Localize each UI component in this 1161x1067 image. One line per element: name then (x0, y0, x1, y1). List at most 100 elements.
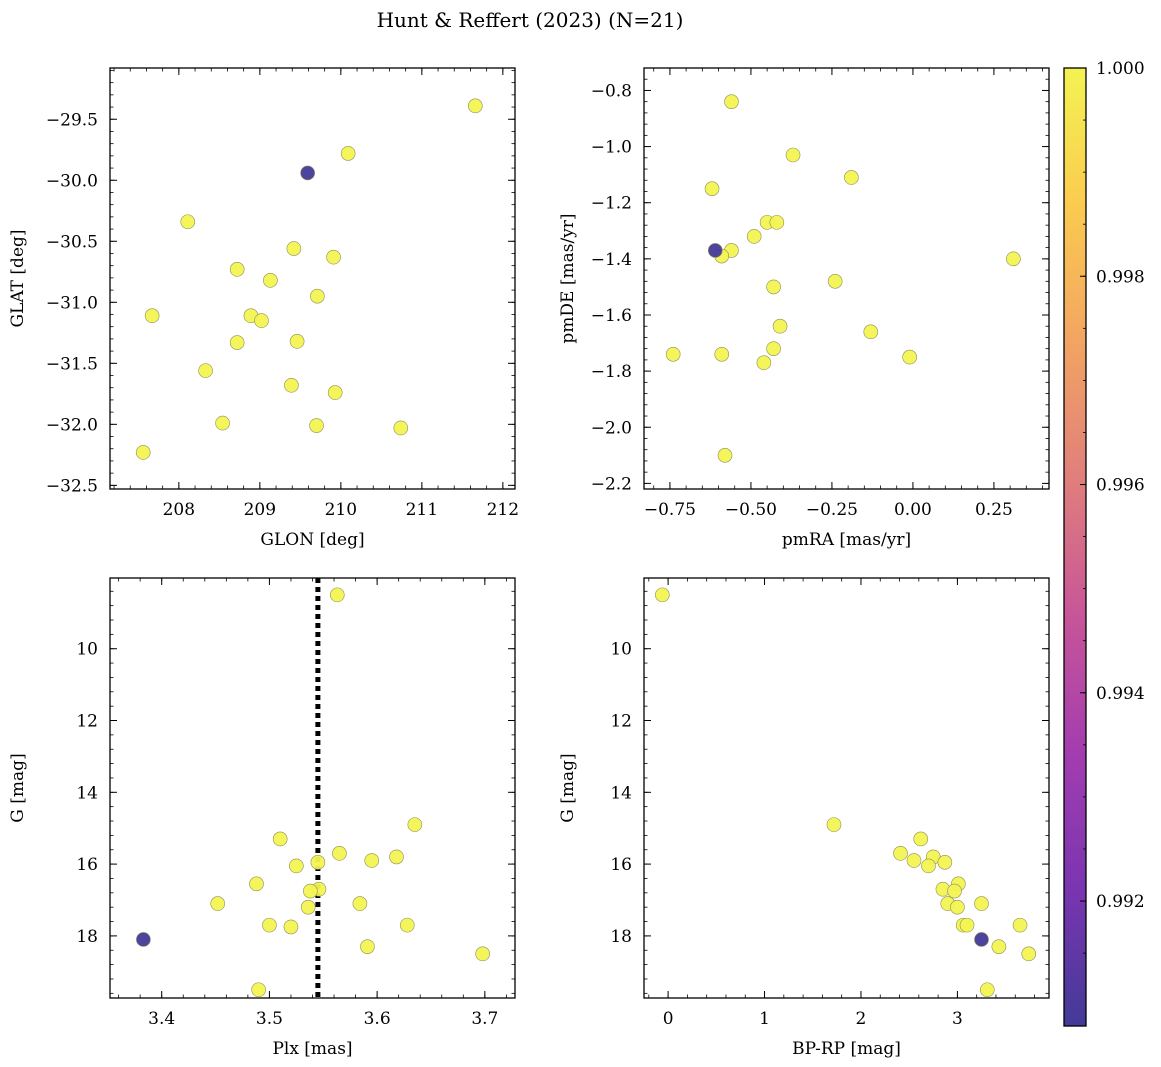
axes-frame (109, 67, 516, 490)
x-tick-label: 208 (163, 500, 195, 520)
data-point (902, 349, 917, 365)
data-point (772, 318, 788, 334)
y-tick-label: −1.8 (591, 362, 632, 382)
x-tick-label: 3.6 (364, 1009, 391, 1029)
data-point (959, 917, 975, 933)
y-tick-label: 14 (76, 783, 98, 803)
data-point (827, 274, 843, 289)
plots-layer: 208 209 210 211 212−32.5−32.0−31.5−31.0−30.5… (8, 67, 1050, 1059)
x-axis-label: BP-RP [mag] (792, 1039, 901, 1059)
data-point (785, 147, 801, 163)
data-point (327, 385, 343, 400)
x-tick-label: 210 (325, 500, 357, 520)
data-point (144, 308, 160, 324)
data-point (254, 313, 269, 328)
x-tick-label: 2 (856, 1009, 867, 1029)
data-point (329, 587, 345, 603)
data-point (766, 341, 781, 356)
data-point (746, 229, 762, 244)
data-point (863, 324, 879, 340)
data-point (766, 279, 781, 295)
data-point (950, 899, 965, 915)
data-point (326, 249, 341, 265)
y-tick-label: −1.4 (591, 250, 632, 270)
data-point (913, 831, 929, 847)
y-axis-label: G [mag] (558, 753, 578, 822)
x-tick-label: 211 (406, 500, 438, 520)
data-point (717, 448, 733, 463)
y-tick-label: −1.0 (591, 138, 632, 158)
data-point (229, 262, 245, 277)
colorbar: 0.992 0.994 0.996 0.998 1.000 (1063, 59, 1145, 1027)
y-tick-label: 10 (610, 640, 632, 660)
data-point (289, 334, 305, 349)
y-tick-label: −0.8 (591, 81, 632, 101)
y-tick-label: −31.0 (46, 293, 98, 313)
data-point (947, 883, 962, 899)
data-point (136, 932, 151, 947)
axes-frame (109, 577, 516, 999)
y-tick-label: −1.6 (591, 306, 632, 326)
data-point (352, 896, 368, 911)
data-point (979, 982, 995, 998)
data-point (655, 587, 670, 603)
x-axis-label: GLON [deg] (260, 530, 364, 550)
data-point (272, 831, 288, 847)
y-tick-label: −2.2 (591, 474, 632, 494)
axes-frame (643, 577, 1050, 999)
data-point (1006, 251, 1021, 267)
data-point (284, 377, 299, 393)
x-tick-label: 0.00 (894, 500, 932, 520)
y-tick-label: −32.5 (46, 476, 98, 496)
x-tick-label: 3.7 (471, 1009, 498, 1029)
data-point (300, 899, 316, 915)
data-point (974, 896, 989, 911)
y-tick-label: −30.5 (46, 232, 98, 252)
subplot-pm: −0.75 −0.50 −0.25 0.00 0.25 −2.2 −2.0 −1.8 −1.6 −… (558, 67, 1050, 550)
x-tick-label: −0.25 (806, 500, 858, 520)
data-point (263, 273, 278, 288)
colorbar-tick-label: 1.000 (1096, 59, 1145, 79)
data-point (332, 846, 347, 861)
data-point (475, 946, 490, 962)
x-tick-label: 3.5 (256, 1009, 283, 1029)
subplot-sky: 208 209 210 211 212 −32.5 −32.0 −31.5 −31.0 −30.5… (8, 67, 519, 550)
x-tick-label: 209 (244, 500, 276, 520)
data-point (300, 165, 315, 181)
x-tick-label: 1 (759, 1009, 770, 1029)
y-tick-label: 10 (76, 640, 98, 660)
colorbar-tick-label: 0.998 (1096, 267, 1145, 287)
data-point (769, 215, 785, 230)
x-tick-label: 3 (952, 1009, 963, 1029)
data-point (714, 346, 730, 362)
figure-title: Hunt & Reffert (2023) (N=21) (377, 8, 684, 32)
data-point (310, 288, 325, 304)
data-point (283, 919, 299, 935)
data-point (393, 420, 409, 436)
y-tick-label: −31.5 (46, 354, 98, 374)
data-point (906, 853, 922, 868)
data-point (399, 917, 415, 933)
y-axis-label: G [mag] (8, 753, 28, 822)
data-point (665, 346, 681, 362)
data-point (844, 170, 859, 185)
colorbar-tick-label: 0.994 (1096, 684, 1145, 704)
data-point (229, 335, 245, 350)
data-point (215, 415, 230, 431)
data-point (1021, 946, 1037, 962)
data-point (974, 932, 989, 947)
y-tick-label: −2.0 (591, 418, 632, 438)
subplot-plx: 3.4 3.5 3.6 3.7 10 12 14 16 18 Plx [mas] G [mag] (8, 577, 516, 1059)
data-point (135, 445, 151, 460)
y-tick-label: 18 (610, 927, 632, 947)
x-tick-label: −0.50 (725, 500, 777, 520)
y-tick-label: 16 (76, 855, 98, 875)
data-point (704, 181, 720, 196)
y-tick-label: −30.0 (46, 171, 98, 191)
data-point (286, 241, 302, 256)
y-axis-label: pmDE [mas/yr] (558, 213, 578, 343)
data-point (407, 817, 423, 832)
data-point (251, 982, 266, 998)
data-point (921, 858, 936, 874)
